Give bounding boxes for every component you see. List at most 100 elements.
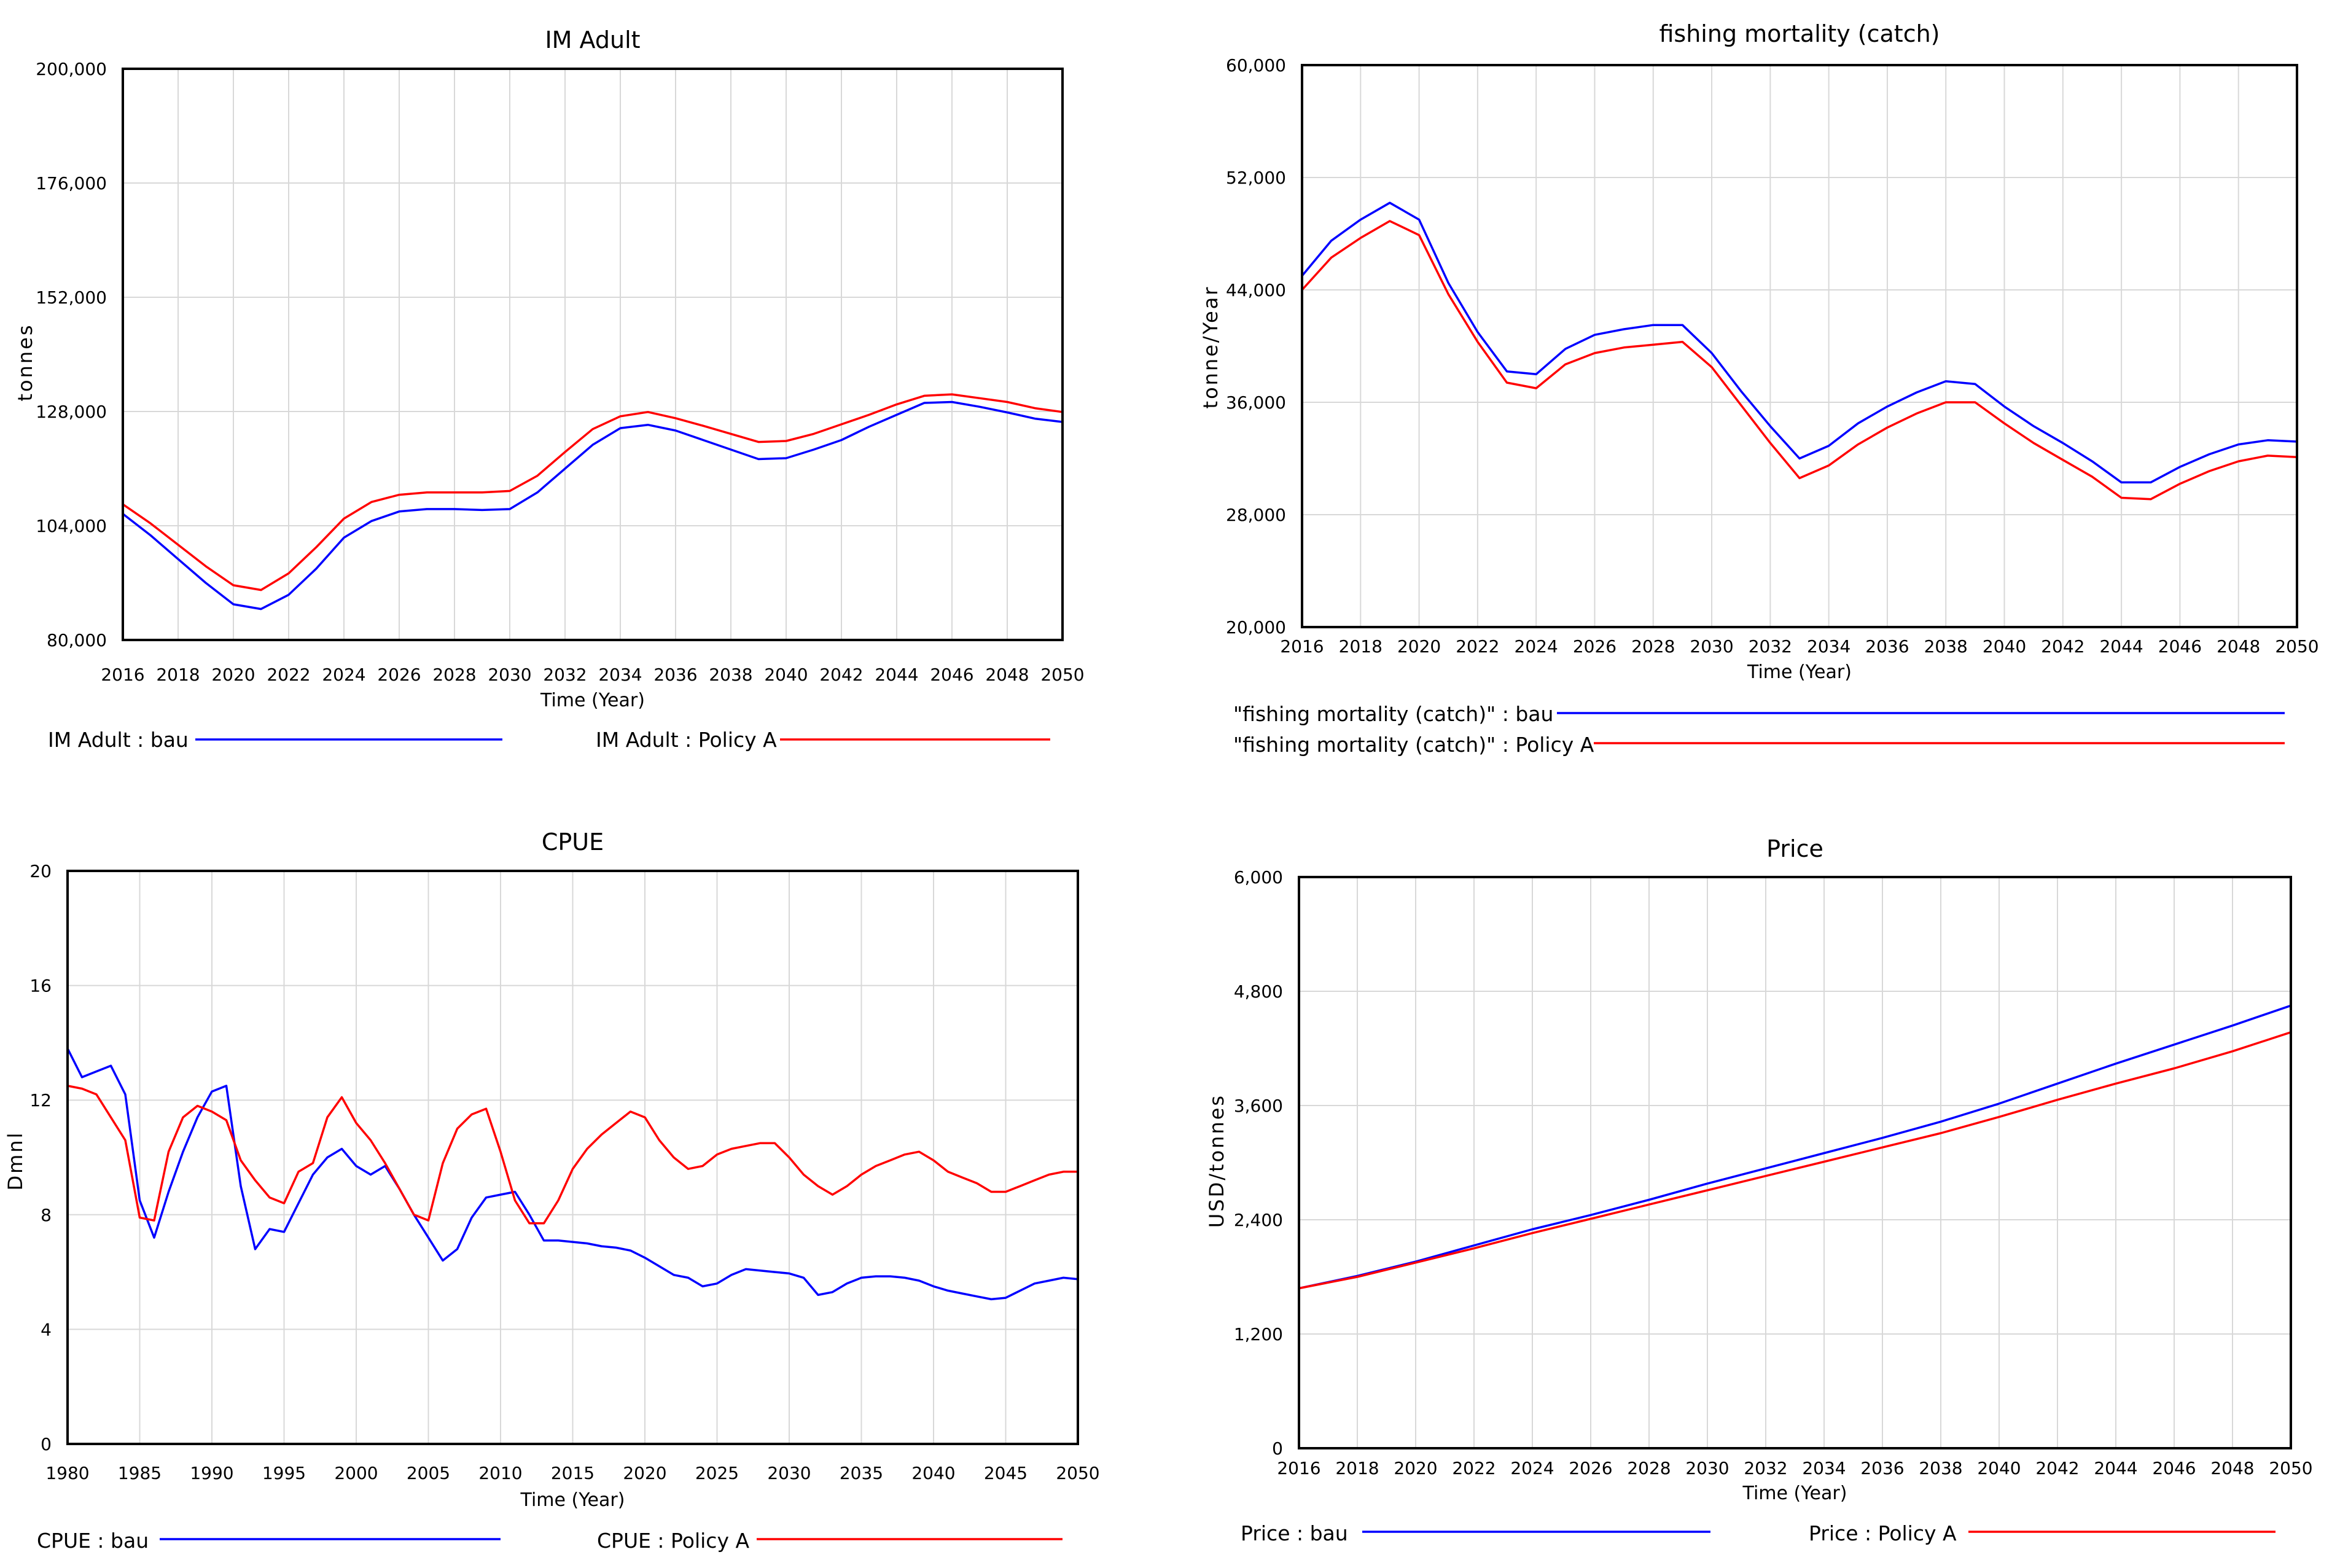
y-tick-label: 80,000 <box>47 630 107 650</box>
legend-item: Price : Policy A <box>1809 1521 2275 1545</box>
x-tick-label: 2038 <box>1919 1458 1962 1478</box>
x-tick-label: 2015 <box>551 1463 595 1483</box>
x-tick-label: 2010 <box>478 1463 522 1483</box>
x-tick-label: 2028 <box>1631 636 1675 657</box>
y-tick-label: 128,000 <box>36 402 107 422</box>
y-axis-title: tonne/Year <box>1199 286 1222 409</box>
series-line-bau <box>1301 201 2298 484</box>
price-chart: Price 2016 2018 2020 2022 2024 2026 2028 2030 203… <box>1205 835 2313 1545</box>
x-tick-label: 2050 <box>2269 1458 2312 1478</box>
x-tick-label: 2020 <box>1397 636 1441 657</box>
legend-item: IM Adult : Policy A <box>596 728 1050 752</box>
x-tick-label: 1985 <box>118 1463 162 1483</box>
legend-label: CPUE : bau <box>37 1529 149 1553</box>
x-tick-label: 2032 <box>1744 1458 1787 1478</box>
legend-label: IM Adult : Policy A <box>596 728 777 752</box>
x-tick-label: 2024 <box>1510 1458 1554 1478</box>
y-tick-label: 12 <box>29 1090 52 1110</box>
x-tick-label: 2042 <box>819 665 863 685</box>
series-line-policy-a <box>67 1085 1078 1225</box>
series-line-policy-a <box>122 393 1063 591</box>
y-tick-label: 4,800 <box>1234 981 1283 1002</box>
x-tick-label: 2045 <box>984 1463 1028 1483</box>
im-adult-chart: IM Adult 2016 2018 2020 2022 2024 2026 2028 2030… <box>14 26 1085 752</box>
legend-item: "fishing mortality (catch)" : bau <box>1233 702 2285 726</box>
x-tick-label: 2016 <box>1277 1458 1320 1478</box>
y-tick-label: 2,400 <box>1234 1210 1283 1230</box>
chart-title: CPUE <box>542 829 604 856</box>
x-tick-label: 2016 <box>1280 636 1324 657</box>
x-tick-label: 2020 <box>623 1463 666 1483</box>
x-tick-label: 2048 <box>985 665 1029 685</box>
y-tick-label: 52,000 <box>1226 168 1286 188</box>
legend-item: CPUE : bau <box>37 1529 501 1553</box>
x-tick-label: 2022 <box>267 665 310 685</box>
chart-title: Price <box>1766 835 1823 862</box>
x-tick-label: 2040 <box>911 1463 955 1483</box>
x-tick-label: 2040 <box>764 665 808 685</box>
x-tick-label: 2030 <box>488 665 531 685</box>
x-tick-label: 2048 <box>2217 636 2260 657</box>
x-axis-title: Time (Year) <box>1747 661 1852 683</box>
x-tick-label: 2035 <box>840 1463 883 1483</box>
series-line-policy-a <box>1298 1031 2291 1290</box>
y-axis-title: USD/tonnes <box>1205 1094 1228 1228</box>
plot-frame <box>66 870 1079 1445</box>
y-tick-label: 176,000 <box>36 173 107 193</box>
y-tick-label: 44,000 <box>1226 280 1286 300</box>
y-tick-label: 0 <box>1272 1438 1283 1459</box>
series-line-bau <box>66 1048 1078 1301</box>
y-tick-label: 28,000 <box>1226 505 1286 525</box>
legend-label: "fishing mortality (catch)" : bau <box>1233 702 1553 726</box>
x-tick-label: 2036 <box>1860 1458 1904 1478</box>
x-tick-label: 2000 <box>334 1463 378 1483</box>
y-tick-label: 3,600 <box>1234 1096 1283 1116</box>
x-tick-label: 2050 <box>1056 1463 1099 1483</box>
y-axis-title: Dmnl <box>4 1131 27 1191</box>
x-tick-label: 2026 <box>1573 636 1616 657</box>
x-tick-label: 2040 <box>1977 1458 2021 1478</box>
x-tick-label: 2038 <box>709 665 752 685</box>
x-axis-title: Time (Year) <box>520 1489 625 1511</box>
legend-item: CPUE : Policy A <box>597 1529 1063 1553</box>
x-tick-label: 1990 <box>190 1463 233 1483</box>
x-tick-label: 2046 <box>2158 636 2202 657</box>
y-tick-label: 1,200 <box>1234 1324 1283 1344</box>
x-tick-label: 2024 <box>322 665 365 685</box>
y-tick-label: 152,000 <box>36 287 107 308</box>
fishing-mortality-chart: fishing mortality (catch) 2016 2018 2020 202… <box>1199 20 2319 757</box>
y-tick-label: 20,000 <box>1226 617 1286 638</box>
x-tick-label: 2034 <box>1807 636 1850 657</box>
y-tick-label: 16 <box>29 976 52 996</box>
x-tick-label: 2018 <box>156 665 200 685</box>
x-tick-label: 2022 <box>1452 1458 1496 1478</box>
x-tick-label: 2046 <box>930 665 973 685</box>
plot-frame <box>122 68 1064 641</box>
x-tick-label: 2044 <box>2099 636 2143 657</box>
y-tick-label: 104,000 <box>36 516 107 536</box>
chart-title: fishing mortality (catch) <box>1659 20 1940 47</box>
series-line-bau <box>1298 1004 2291 1290</box>
x-tick-label: 2026 <box>1569 1458 1612 1478</box>
plot-frame <box>1298 876 2292 1449</box>
x-tick-label: 2032 <box>1749 636 1792 657</box>
x-tick-label: 2042 <box>2041 636 2084 657</box>
y-tick-label: 8 <box>41 1205 52 1225</box>
legend-label: IM Adult : bau <box>48 728 189 752</box>
x-tick-label: 2048 <box>2210 1458 2254 1478</box>
series-line-bau <box>122 400 1063 610</box>
x-tick-label: 2038 <box>1924 636 1968 657</box>
x-tick-label: 2046 <box>2152 1458 2196 1478</box>
x-tick-label: 2024 <box>1515 636 1558 657</box>
legend-item: Price : bau <box>1241 1521 1710 1545</box>
series-line-policy-a <box>1301 220 2298 501</box>
legend-item: IM Adult : bau <box>48 728 502 752</box>
x-tick-label: 1980 <box>45 1463 89 1483</box>
legend-label: CPUE : Policy A <box>597 1529 749 1553</box>
x-tick-label: 2050 <box>1040 665 1084 685</box>
x-tick-label: 2030 <box>767 1463 811 1483</box>
x-tick-label: 2028 <box>432 665 476 685</box>
x-tick-label: 2018 <box>1335 1458 1379 1478</box>
x-tick-label: 2030 <box>1685 1458 1729 1478</box>
